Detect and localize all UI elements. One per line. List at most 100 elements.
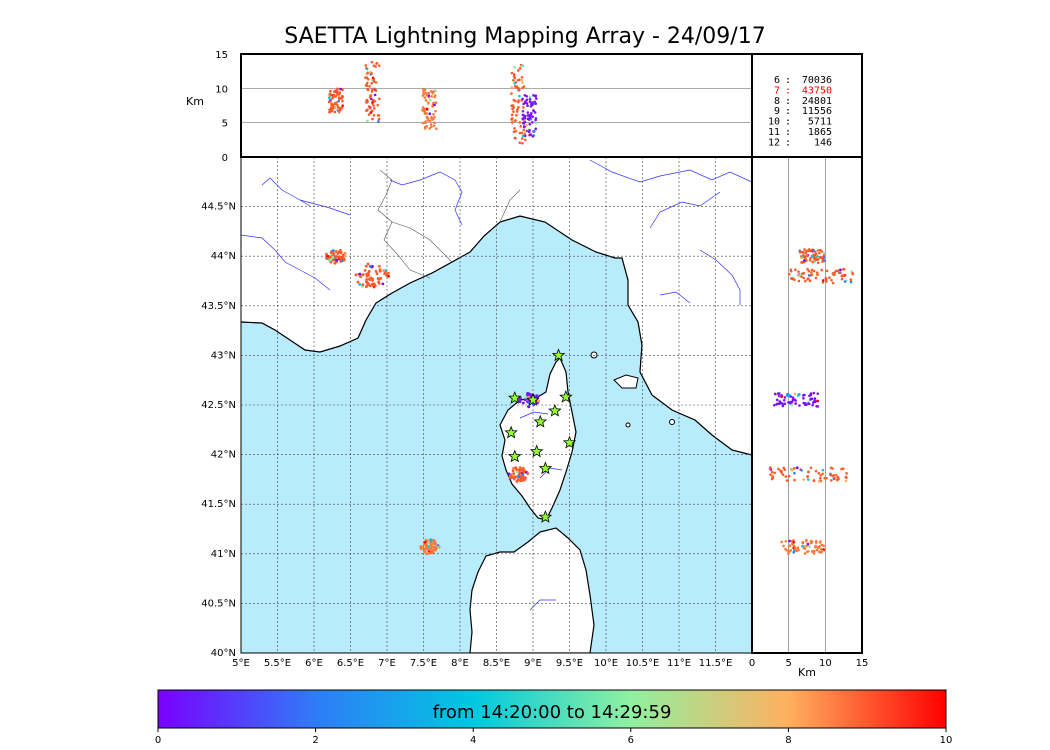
lightning-source: [789, 548, 793, 552]
lightning-source: [514, 136, 517, 140]
lightning-source: [376, 277, 380, 280]
lightning-source: [521, 134, 525, 138]
lightning-source: [512, 110, 515, 113]
lightning-source: [421, 121, 425, 125]
lightning-source: [521, 97, 524, 101]
lightning-source: [790, 400, 794, 403]
top-panel-y-ticks: 0 5 10 15: [215, 50, 228, 164]
top-cluster: [421, 88, 438, 130]
lightning-source: [787, 549, 790, 553]
lightning-source: [809, 466, 813, 470]
lightning-source: [814, 544, 818, 548]
lightning-source: [789, 269, 793, 273]
lightning-source: [803, 552, 807, 555]
lightning-source: [840, 467, 843, 471]
lightning-source: [770, 470, 774, 474]
lightning-source: [777, 467, 780, 471]
lightning-source: [814, 276, 818, 280]
lightning-source: [780, 395, 783, 398]
lightning-source: [825, 269, 829, 273]
lightning-source: [812, 249, 815, 252]
lightning-source: [822, 254, 826, 257]
lightning-source: [522, 106, 525, 109]
lightning-source: [793, 478, 796, 482]
map-cluster: [354, 262, 390, 289]
lightning-source: [432, 101, 436, 105]
lightning-source: [816, 546, 820, 550]
lightning-source: [433, 539, 436, 543]
lightning-source: [525, 95, 529, 98]
station-count-stations: 10: [768, 117, 780, 128]
lightning-source: [365, 81, 369, 85]
lightning-source: [366, 262, 370, 266]
lightning-source: [531, 103, 534, 107]
lightning-source: [819, 248, 822, 252]
lightning-source: [364, 285, 368, 289]
lightning-source: [518, 141, 522, 145]
lightning-source: [532, 108, 535, 112]
map-x-tick-label: 7.5°E: [410, 658, 437, 669]
station-count-value: 70036: [802, 75, 832, 86]
lightning-source: [806, 475, 809, 479]
lightning-source: [513, 82, 517, 85]
lightning-source: [831, 281, 835, 285]
lightning-source: [512, 472, 516, 475]
lightning-source: [780, 470, 783, 473]
map-lightning-clusters: [325, 249, 540, 556]
lightning-source: [421, 108, 424, 112]
lightning-source: [801, 544, 804, 548]
lightning-source: [372, 107, 376, 110]
colorbar-tick-label: 4: [470, 735, 476, 746]
lightning-source: [819, 474, 823, 477]
top-panel-y-tick-label: 5: [222, 119, 228, 130]
lightning-source: [794, 268, 797, 272]
lightning-source: [431, 545, 435, 549]
lightning-source: [371, 76, 375, 80]
lightning-source: [829, 466, 833, 470]
lightning-source: [427, 91, 431, 95]
lightning-source: [788, 544, 792, 547]
lightning-source: [325, 252, 328, 256]
lightning-source: [518, 131, 522, 135]
station-count-separator: :: [785, 75, 791, 86]
lightning-source: [420, 545, 423, 549]
lightning-source: [517, 475, 521, 479]
island-dot: [590, 351, 598, 359]
station-star-icon: [529, 444, 544, 458]
top-cluster: [327, 87, 345, 114]
map-x-tick-label: 9°E: [524, 658, 542, 669]
lightning-source: [371, 264, 374, 268]
lightning-source: [829, 473, 832, 477]
lightning-source: [515, 114, 518, 117]
lightning-source: [851, 272, 854, 275]
lightning-source: [787, 393, 791, 397]
lightning-source: [806, 267, 809, 271]
lightning-source: [818, 544, 821, 548]
map-x-tick-label: 9.5°E: [556, 658, 583, 669]
lightning-source: [798, 274, 801, 277]
lightning-source: [521, 86, 524, 90]
lightning-source: [366, 87, 369, 91]
lightning-source: [430, 95, 433, 98]
lightning-source: [803, 279, 807, 283]
lightning-source: [521, 401, 525, 405]
lightning-source: [513, 76, 517, 80]
lightning-source: [370, 90, 374, 93]
lightning-source: [518, 121, 522, 124]
lightning-source: [428, 127, 432, 130]
lightning-source: [335, 93, 339, 96]
map-y-ticks: 40°N 40.5°N 41°N 41.5°N 42°N 42.5°N 43°N 43.5°N…: [201, 202, 236, 659]
map-y-tick-label: 42.5°N: [201, 400, 236, 411]
lightning-source: [331, 249, 335, 253]
lightning-source: [821, 279, 825, 282]
lightning-source: [526, 114, 530, 117]
lightning-source: [522, 470, 525, 474]
lightning-source: [837, 477, 840, 481]
station-count-stations: 7: [774, 85, 780, 96]
station-count-separator: :: [785, 106, 791, 117]
lightning-source: [381, 282, 385, 286]
colorbar-tick-label: 10: [940, 735, 953, 746]
lightning-source: [812, 391, 816, 395]
top-panel-gridlines: [241, 87, 752, 124]
lightning-source: [531, 120, 534, 124]
